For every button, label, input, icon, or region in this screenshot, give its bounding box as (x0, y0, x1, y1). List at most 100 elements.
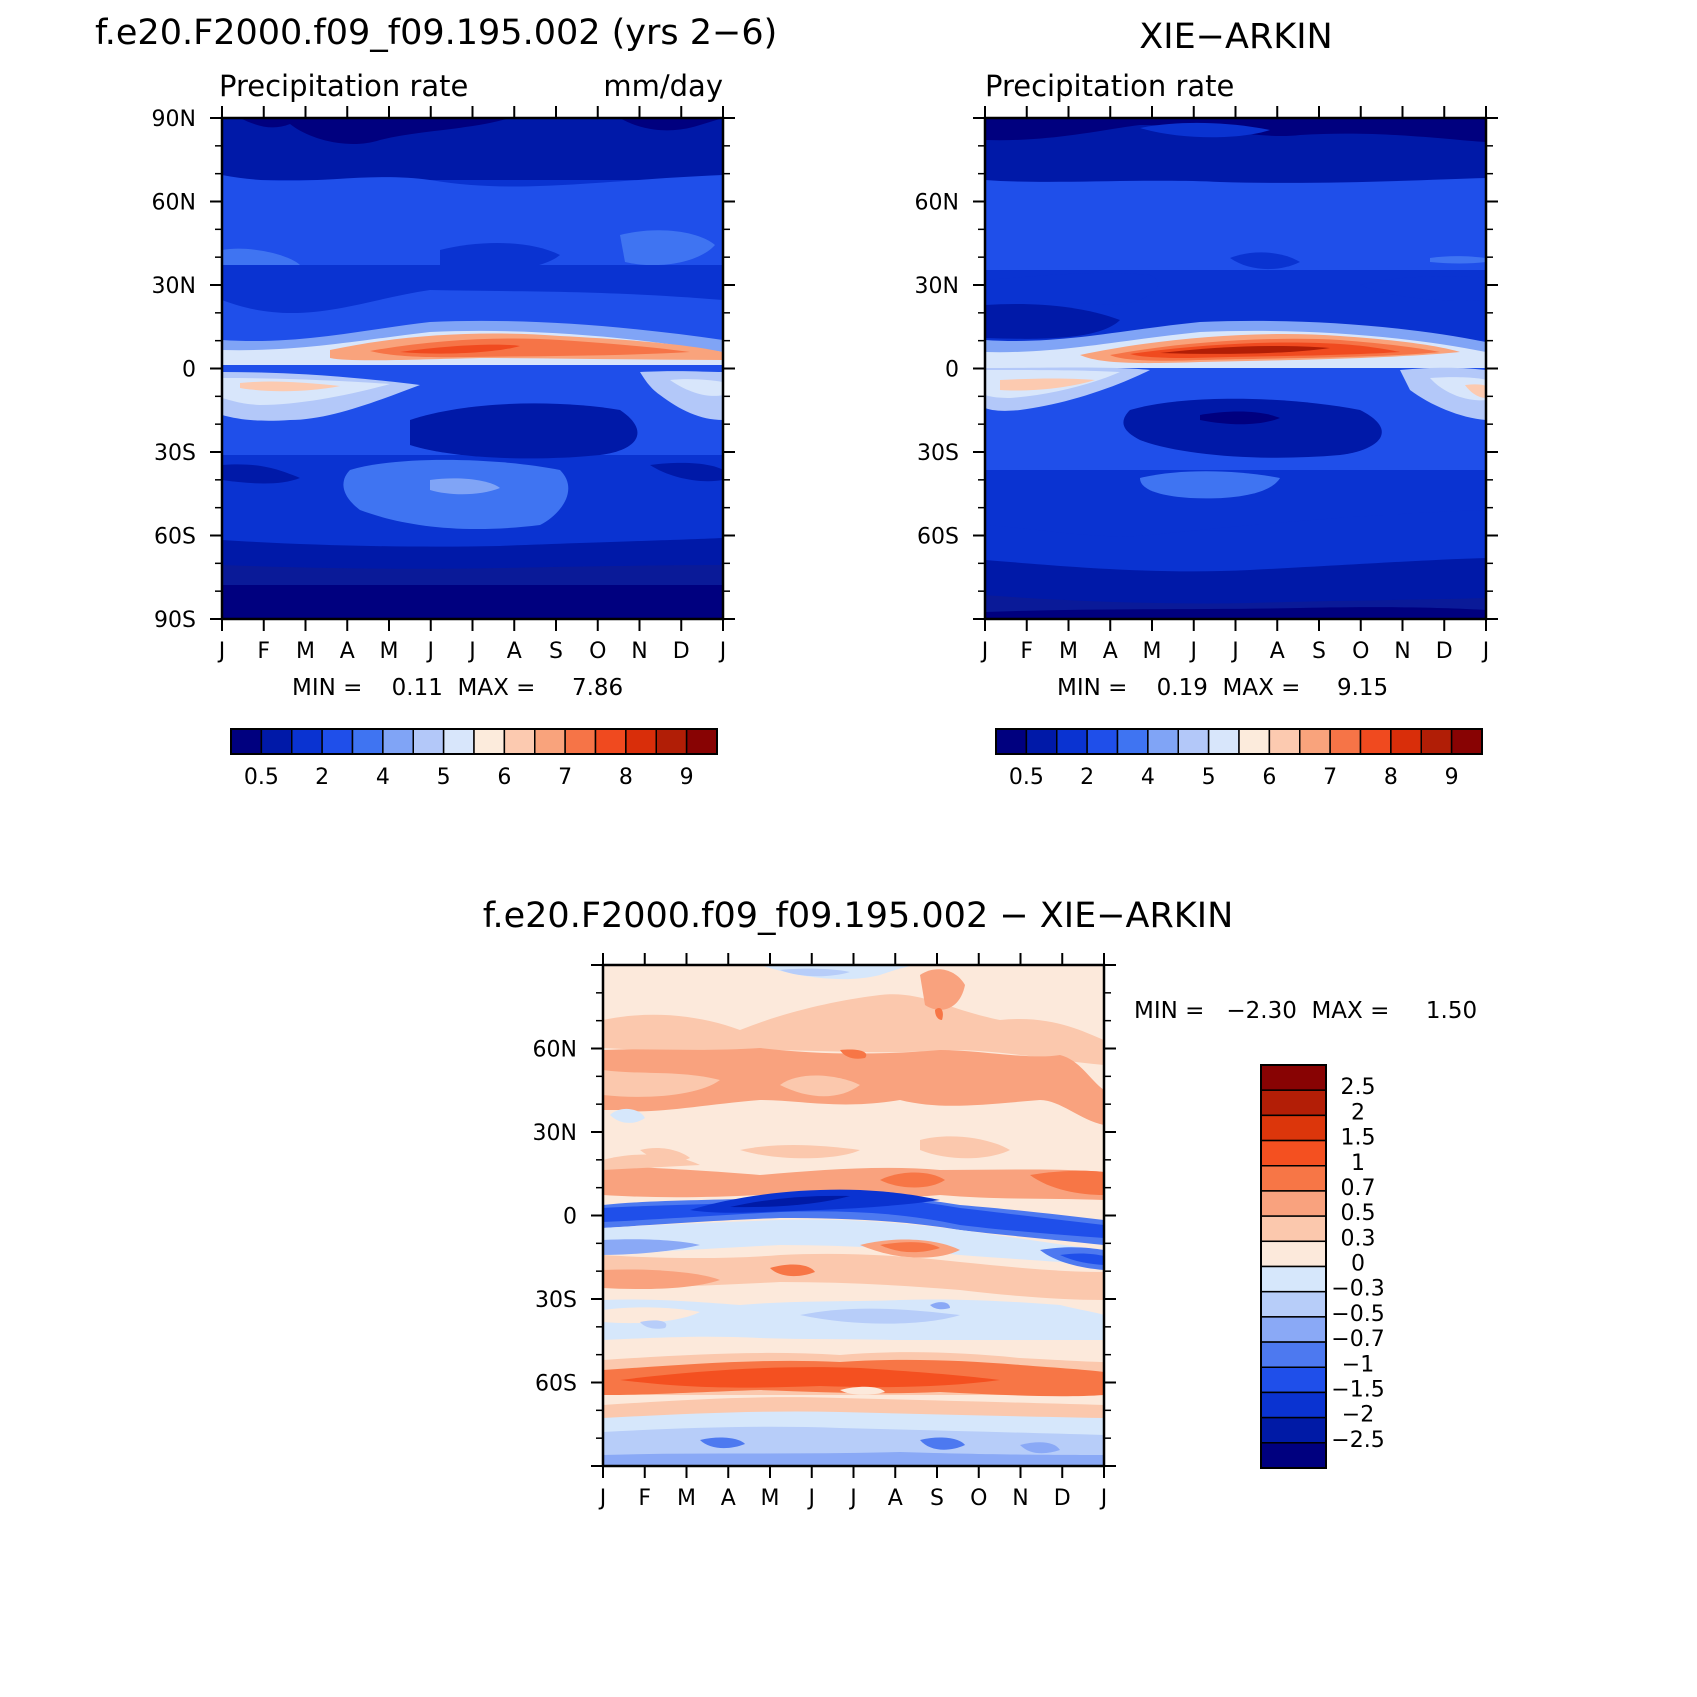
x-tick-label: J (1099, 1486, 1108, 1511)
panel-obs: XIE−ARKIN Precipitation rate (915, 17, 1498, 790)
panel-diff-colorbar: 2.521.510.70.50.30−0.3−0.5−0.7−1−1.5−2−2… (1260, 1064, 1385, 1469)
contour (930, 1302, 950, 1310)
contour (1030, 1170, 1104, 1195)
x-tick-label: D (673, 639, 690, 664)
colorbar-label: 0 (1351, 1252, 1365, 1277)
y-tick-label: 90S (154, 608, 196, 633)
colorbar-swatch (1116, 728, 1149, 755)
contour (1123, 398, 1382, 458)
colorbar-label: 0.5 (1009, 765, 1044, 790)
colorbar-swatch (1420, 728, 1453, 755)
contour (1140, 122, 1270, 138)
colorbar-swatch (995, 728, 1028, 755)
x-tick-label: N (631, 639, 647, 664)
y-tick-label: 0 (182, 358, 196, 383)
panel-model-title: f.e20.F2000.f09_f09.195.002 (yrs 2−6) (95, 13, 777, 53)
y-tick-label: 60S (917, 525, 959, 550)
x-tick-label: M (761, 1486, 780, 1511)
x-tick-label: F (638, 1486, 651, 1511)
colorbar-label: −0.5 (1331, 1302, 1384, 1327)
contour (222, 175, 723, 265)
colorbar-frame (230, 728, 718, 755)
colorbar-swatch (260, 728, 293, 755)
panel-obs-title: XIE−ARKIN (1139, 17, 1332, 57)
contour (1000, 378, 1095, 391)
y-tick-label: 0 (945, 358, 959, 383)
contour (603, 994, 1104, 1065)
colorbar-swatch (1147, 728, 1179, 755)
contour (1465, 384, 1486, 398)
x-tick-label: J (598, 1486, 607, 1511)
panel-model: f.e20.F2000.f09_f09.195.002 (yrs 2−6) Pr… (95, 13, 777, 790)
y-tick-label: 30S (917, 441, 959, 466)
y-tick-label: 30N (915, 274, 959, 299)
colorbar-swatch (564, 728, 597, 755)
colorbar-swatch (1025, 728, 1058, 755)
colorbar-swatch (412, 728, 445, 755)
contour (400, 344, 520, 354)
colorbar-swatch (1268, 728, 1301, 755)
colorbar-label: 9 (680, 765, 694, 790)
contour (670, 379, 723, 396)
colorbar-swatch (1260, 1391, 1327, 1419)
panel-diff-stats: MIN = −2.30 MAX = 1.50 (1134, 998, 1477, 1024)
colorbar-label: 0.5 (244, 765, 279, 790)
colorbar-label: 2 (1080, 765, 1094, 790)
contour (920, 1136, 1010, 1159)
colorbar-swatch (1260, 1064, 1327, 1091)
panel-model-left-label: Precipitation rate (219, 69, 468, 103)
colorbar-swatch (1390, 728, 1422, 755)
contour (603, 1239, 700, 1255)
contour (603, 1154, 700, 1170)
colorbar-swatch (1260, 1442, 1327, 1469)
x-tick-label: M (296, 639, 315, 664)
contour (700, 1437, 745, 1449)
contour (780, 1075, 860, 1097)
contour (800, 1308, 960, 1324)
contour (240, 118, 510, 145)
x-tick-label: J (1481, 639, 1490, 664)
contour (920, 1437, 965, 1450)
colorbar-label: 5 (437, 765, 451, 790)
colorbar-swatch (1260, 1165, 1327, 1192)
colorbar-label: 0.7 (1341, 1176, 1376, 1201)
contour (1060, 1253, 1104, 1265)
y-tick-label: 0 (563, 1205, 577, 1230)
colorbar-label: 8 (1384, 765, 1398, 790)
colorbar-label: −2 (1342, 1403, 1374, 1428)
x-tick-label: D (1436, 639, 1453, 664)
y-tick-label: 30S (154, 441, 196, 466)
x-tick-label: J (1189, 639, 1198, 664)
contour (935, 1008, 943, 1020)
contour (650, 462, 723, 482)
colorbar-swatch (1260, 1416, 1327, 1444)
x-tick-label: J (1230, 639, 1239, 664)
x-tick-label: O (589, 639, 606, 664)
colorbar-swatch (1056, 728, 1088, 755)
colorbar-label: 5 (1202, 765, 1216, 790)
colorbar-label: 4 (376, 765, 390, 790)
x-tick-label: M (380, 639, 399, 664)
colorbar-label: −0.3 (1331, 1277, 1384, 1302)
contour (240, 381, 340, 392)
contour (1360, 276, 1486, 301)
x-tick-label: O (970, 1486, 987, 1511)
x-tick-label: J (848, 1486, 857, 1511)
x-tick-label: A (1270, 639, 1285, 664)
contour (603, 1307, 700, 1324)
colorbar-label: −1.5 (1331, 1377, 1384, 1402)
contour (603, 1070, 720, 1097)
colorbar-swatch (473, 728, 506, 755)
contour (343, 459, 569, 530)
panel-obs-field (985, 118, 1486, 619)
y-tick-label: 30N (533, 1121, 577, 1146)
panel-model-colorbar: 0.5 2 4 5 6 7 8 9 (230, 728, 718, 790)
x-tick-label: A (888, 1486, 903, 1511)
panel-model-stats: MIN = 0.11 MAX = 7.86 (292, 675, 623, 701)
colorbar-swatch (442, 728, 475, 755)
contour (880, 1242, 940, 1253)
colorbar-label: 8 (619, 765, 633, 790)
x-tick-label: M (677, 1486, 696, 1511)
